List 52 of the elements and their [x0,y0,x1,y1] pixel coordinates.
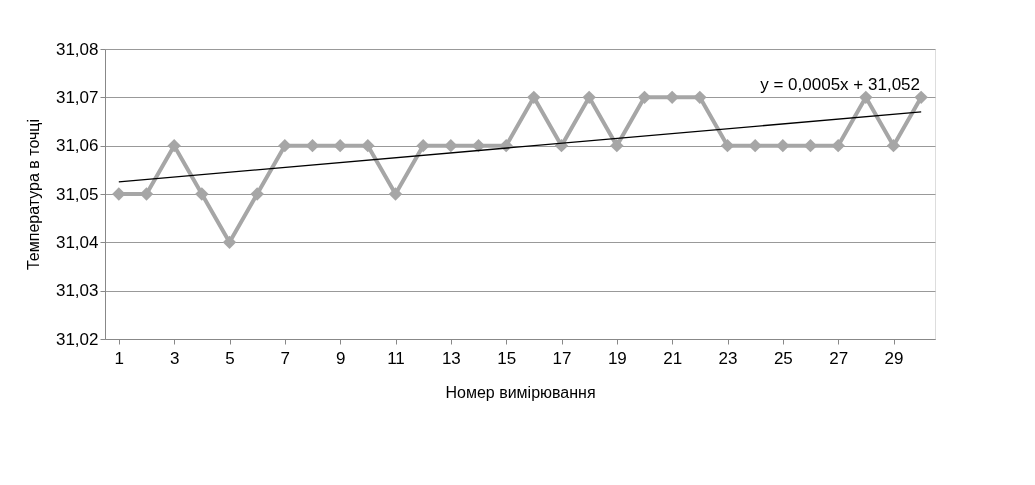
point [112,187,126,201]
x-tick-label: 25 [773,348,793,368]
x-tick-label: 15 [497,348,517,368]
point [361,138,375,153]
annotation: y = 0,0005x + 31,052 [760,75,920,94]
point [527,90,541,105]
point [914,90,928,105]
y-tick-label: 31,06 [55,136,99,156]
point [831,138,845,153]
point [665,90,679,105]
x-tick-label: 13 [441,348,461,368]
x-tick-label: 5 [225,348,235,368]
x-tick-label: 27 [829,348,849,368]
point [195,187,209,201]
y-tick-label: 31,02 [55,329,99,349]
point [278,138,292,153]
point [582,90,596,105]
point [333,138,347,153]
point [720,138,735,153]
point [859,90,873,105]
x-tick-label: 1 [114,348,125,368]
point [416,138,430,153]
y-tick-label: 31,08 [55,39,99,59]
x-tick-label: 3 [169,348,180,368]
point [444,138,458,153]
y-tick-label: 31,04 [55,232,99,252]
x-tick-label: 11 [387,348,405,368]
y-axis-title: Температура в точці [24,118,42,271]
x-axis-title: Номер вимірювання [445,383,596,401]
x-tick-label: 17 [552,348,572,368]
point [167,138,181,153]
point [693,90,707,105]
x-tick-label: 29 [884,348,904,368]
point [222,235,237,250]
point [637,90,652,105]
x-tick-label: 23 [718,348,738,368]
y-tick-label: 31,07 [55,87,99,107]
point [610,138,624,153]
x-tick-label: 7 [280,348,291,368]
point [886,138,901,153]
point [803,138,818,153]
point [776,138,790,153]
point [250,187,264,201]
point [305,138,320,153]
point [748,138,762,153]
point [388,187,403,201]
y-tick-label: 31,03 [55,281,99,301]
point [471,138,486,153]
x-tick-label: 19 [607,348,627,368]
y-tick-label: 31,05 [55,184,99,204]
x-tick-label: 9 [335,348,346,368]
x-tick-label: 21 [663,348,683,368]
